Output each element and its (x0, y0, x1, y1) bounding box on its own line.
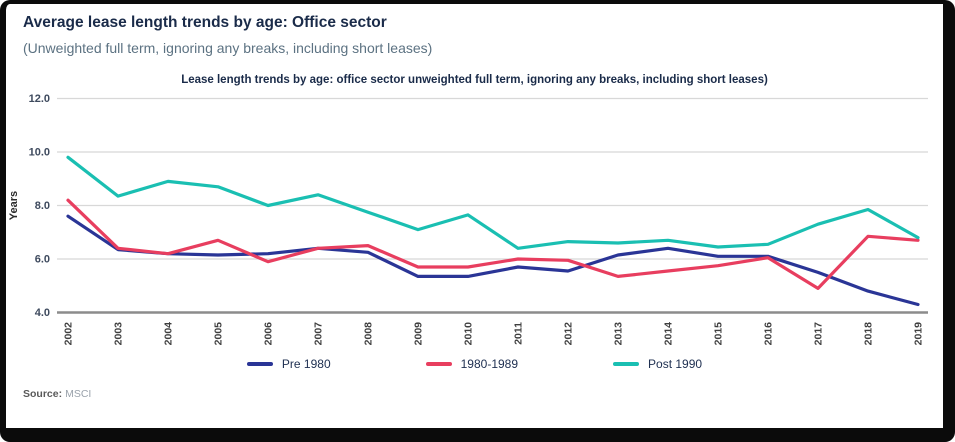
chart-title: Lease length trends by age: office secto… (181, 74, 768, 86)
source-value: MSCI (65, 388, 92, 400)
legend-swatch-1980-1989-icon (425, 362, 452, 366)
svg-text:2006: 2006 (263, 322, 275, 346)
legend-swatch-post-1990-icon (613, 362, 640, 366)
svg-text:10.0: 10.0 (29, 147, 50, 159)
svg-text:8.0: 8.0 (35, 200, 50, 212)
lease-length-line-chart: 12.0 10.0 8.0 6.0 4.0 Years 2002 2003 2004 2005 20… (8, 93, 928, 346)
legend-item-post-1990: Post 1990 (613, 357, 702, 371)
svg-text:2010: 2010 (463, 322, 475, 346)
legend-label-pre-1980: Pre 1980 (281, 357, 331, 371)
legend-item-1980-1989: 1980-1989 (425, 357, 519, 371)
legend-label-post-1990: Post 1990 (648, 357, 703, 371)
svg-text:2007: 2007 (313, 322, 325, 346)
svg-text:2014: 2014 (663, 322, 675, 346)
svg-text:Years: Years (8, 191, 20, 220)
svg-text:2011: 2011 (513, 322, 525, 345)
svg-text:2015: 2015 (713, 322, 725, 346)
svg-text:2005: 2005 (213, 322, 225, 346)
chart-legend: Pre 1980 1980-1989 Post 1990 (6, 357, 943, 371)
svg-text:2012: 2012 (563, 322, 575, 346)
svg-text:2009: 2009 (413, 322, 425, 346)
page-subtitle: (Unweighted full term, ignoring any brea… (23, 40, 433, 56)
svg-text:2018: 2018 (863, 322, 875, 346)
svg-text:6.0: 6.0 (35, 254, 50, 266)
source-line: Source: MSCI (23, 388, 943, 400)
svg-text:2016: 2016 (763, 322, 775, 346)
svg-text:2002: 2002 (63, 322, 75, 346)
page-title: Average lease length trends by age: Offi… (23, 14, 387, 31)
svg-text:2003: 2003 (113, 322, 125, 346)
svg-text:2013: 2013 (613, 322, 625, 346)
svg-text:4.0: 4.0 (35, 307, 50, 319)
svg-text:2019: 2019 (913, 322, 925, 346)
svg-text:2008: 2008 (363, 322, 375, 346)
source-label: Source: (23, 388, 63, 400)
legend-swatch-pre-1980-icon (246, 362, 273, 366)
legend-label-1980-1989: 1980-1989 (460, 357, 519, 371)
svg-text:12.0: 12.0 (29, 93, 50, 105)
svg-text:2004: 2004 (163, 322, 175, 346)
svg-text:2017: 2017 (813, 322, 825, 346)
legend-item-pre-1980: Pre 1980 (246, 357, 331, 371)
